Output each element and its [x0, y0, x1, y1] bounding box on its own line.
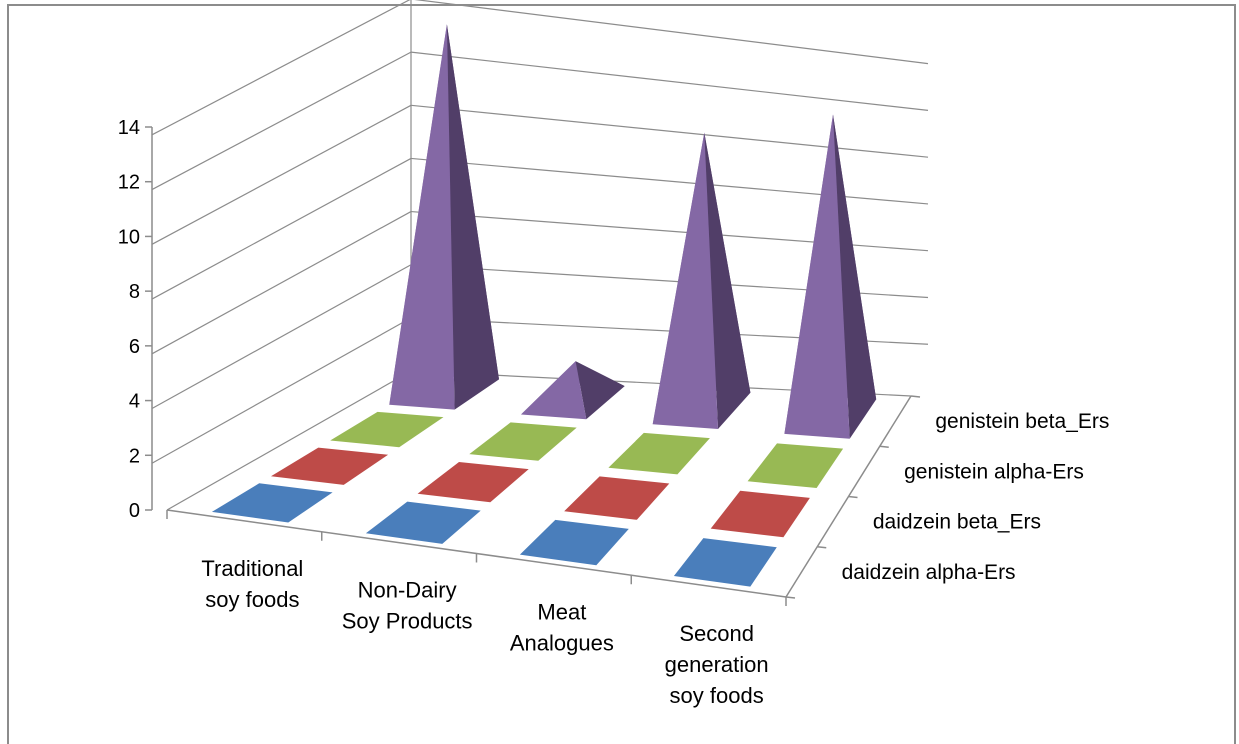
back-gridline: [410, 51, 929, 112]
category-label-line: Traditional: [201, 556, 303, 581]
series-tick: [879, 445, 889, 448]
series-label: daidzein alpha-Ers: [842, 561, 1016, 584]
category-label-line: Analogues: [510, 630, 614, 655]
axes: [145, 126, 921, 606]
z-tick-label: 12: [118, 172, 140, 194]
pyramid-front-face: [521, 361, 587, 420]
side-gridline: [151, 51, 412, 191]
category-label-line: soy foods: [205, 587, 299, 612]
floor: [211, 411, 844, 587]
category-label-line: Soy Products: [342, 609, 473, 634]
series-tick: [848, 495, 858, 499]
zero-value-tile: [673, 538, 777, 587]
category-label-line: soy foods: [670, 683, 764, 708]
zero-value-tile: [710, 490, 810, 538]
zero-value-tile: [417, 462, 529, 503]
zero-value-tile: [271, 447, 389, 485]
z-tick-label: 0: [129, 500, 140, 522]
z-tick-label: 4: [129, 391, 140, 413]
z-tick-label: 10: [118, 226, 140, 248]
side-gridline: [151, 211, 412, 355]
zero-value-tile: [564, 476, 670, 520]
category-label: Meat Analogues: [510, 599, 614, 655]
pyramid-right-face: [704, 132, 751, 429]
series-tick: [785, 596, 796, 599]
pyramid-front-face: [652, 132, 718, 429]
series-tick: [910, 395, 921, 398]
pyramid-front-face: [389, 24, 455, 410]
back-gridline: [410, 157, 929, 205]
zero-value-tile: [211, 483, 333, 523]
pyramid-right-face: [833, 114, 877, 439]
z-tick-label: 8: [129, 281, 140, 303]
series-label: genistein alpha-Ers: [904, 460, 1084, 483]
z-tick-label: 14: [118, 117, 140, 139]
pyramid-right-face: [446, 24, 499, 410]
z-tick-label: 2: [129, 445, 140, 467]
side-gridline: [151, 157, 412, 300]
side-gridline: [151, 0, 411, 136]
category-label: Traditional soy foods: [201, 556, 303, 612]
category-label: Second generation soy foods: [665, 621, 769, 708]
back-gridline: [410, 104, 929, 158]
series-tick: [817, 546, 827, 549]
zero-value-tile: [330, 411, 444, 448]
category-label-line: generation: [665, 652, 769, 677]
zero-value-tile: [365, 501, 481, 544]
chart-frame: [7, 4, 1236, 744]
zero-value-tile: [469, 422, 577, 461]
back-gridline: [414, 0, 929, 65]
floor-left-edge: [166, 370, 412, 511]
side-gridline: [151, 104, 412, 245]
axis-labels: 0 2 4 6 8 10 12 14 Traditional soy foods Non-Dairy…: [118, 117, 1110, 708]
zero-value-tile: [608, 432, 710, 475]
category-label-line: Non-Dairy: [358, 578, 457, 603]
pyramid-front-face: [784, 114, 850, 439]
series-label: daidzein beta_Ers: [873, 511, 1041, 534]
series-label: genistein beta_Ers: [935, 410, 1109, 433]
zero-value-tile: [519, 519, 629, 566]
z-tick-label: 6: [129, 336, 140, 358]
side-gridline: [151, 317, 412, 464]
data-marks: [389, 24, 877, 439]
category-label-line: Second: [679, 621, 754, 646]
zero-value-tile: [747, 443, 844, 488]
side-gridline: [151, 264, 412, 410]
pyramid-right-face: [575, 361, 625, 420]
category-label-line: Meat: [537, 599, 586, 624]
category-label: Non-Dairy Soy Products: [342, 578, 473, 634]
